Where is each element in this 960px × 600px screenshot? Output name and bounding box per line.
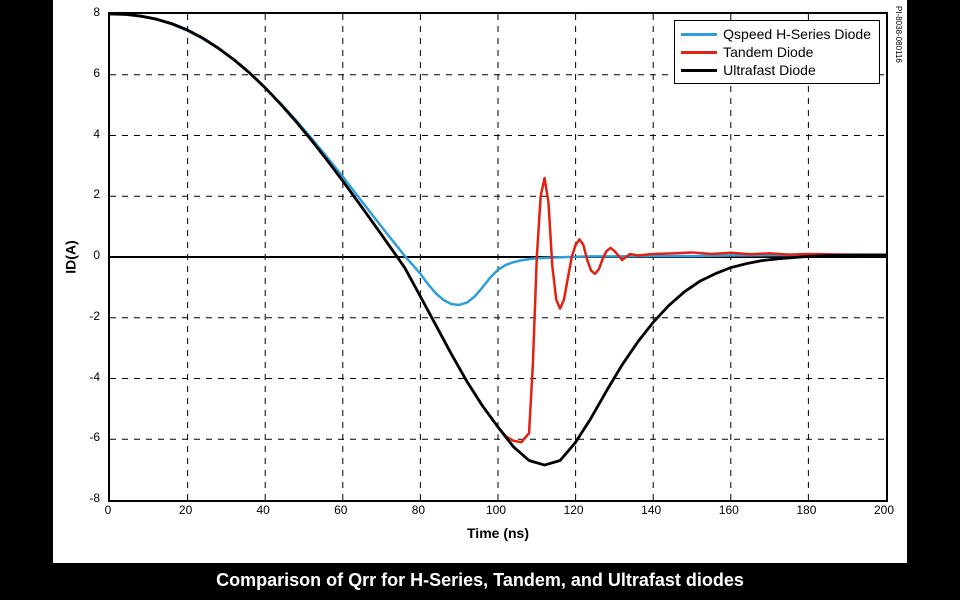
legend-item: Ultrafast Diode <box>681 61 871 79</box>
x-tick: 40 <box>257 503 270 517</box>
y-axis-label: ID(A) <box>63 12 79 502</box>
x-tick: 100 <box>486 503 506 517</box>
x-tick: 0 <box>105 503 112 517</box>
plot-area: Qspeed H-Series DiodeTandem DiodeUltrafa… <box>108 12 888 502</box>
y-axis-label-text: ID(A) <box>63 240 79 273</box>
y-tick: 2 <box>80 187 100 201</box>
x-tick: 60 <box>334 503 347 517</box>
x-tick: 120 <box>564 503 584 517</box>
side-code: PI-8038-080116 <box>894 6 903 63</box>
legend-label: Qspeed H-Series Diode <box>723 25 871 43</box>
legend-swatch <box>681 69 717 72</box>
x-tick: 80 <box>412 503 425 517</box>
x-tick: 20 <box>179 503 192 517</box>
legend-label: Ultrafast Diode <box>723 61 816 79</box>
legend-swatch <box>681 33 717 36</box>
x-tick: 140 <box>641 503 661 517</box>
x-axis-label: Time (ns) <box>108 525 888 541</box>
x-tick: 200 <box>874 503 894 517</box>
y-tick: -4 <box>80 370 100 384</box>
legend-label: Tandem Diode <box>723 43 813 61</box>
x-tick: 180 <box>796 503 816 517</box>
x-tick: 160 <box>719 503 739 517</box>
plot-svg <box>110 14 886 500</box>
legend: Qspeed H-Series DiodeTandem DiodeUltrafa… <box>674 20 880 84</box>
legend-item: Tandem Diode <box>681 43 871 61</box>
chart-frame: Qspeed H-Series DiodeTandem DiodeUltrafa… <box>53 0 907 563</box>
legend-item: Qspeed H-Series Diode <box>681 25 871 43</box>
y-tick: -2 <box>80 309 100 323</box>
y-tick: 6 <box>80 66 100 80</box>
y-tick: 0 <box>80 248 100 262</box>
chart-caption: Comparison of Qrr for H-Series, Tandem, … <box>53 570 907 591</box>
legend-swatch <box>681 51 717 54</box>
y-tick: -8 <box>80 491 100 505</box>
y-tick: -6 <box>80 430 100 444</box>
y-tick: 4 <box>80 127 100 141</box>
y-tick: 8 <box>80 5 100 19</box>
